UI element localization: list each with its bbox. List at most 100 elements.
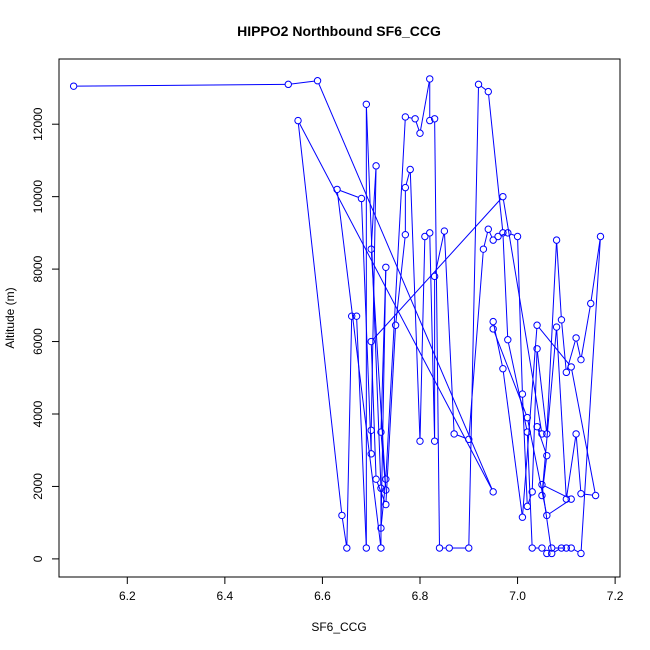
series-segment (546, 243, 557, 431)
series-segment (291, 80, 315, 85)
series-segment (409, 172, 421, 438)
data-point (391, 321, 400, 329)
data-point (577, 355, 585, 364)
series-segment (541, 330, 557, 493)
data-point (411, 115, 419, 123)
data-point (538, 544, 546, 552)
series-segment (429, 236, 436, 438)
data-point (333, 185, 341, 194)
series-segment (415, 121, 420, 131)
data-point (484, 225, 492, 233)
x-tick-label: 6.2 (119, 589, 136, 603)
series-layer (69, 75, 605, 558)
series-segment (370, 344, 377, 477)
data-point (445, 544, 453, 552)
data-point (362, 100, 371, 108)
series-segment (500, 233, 505, 236)
chart-title: HIPPO2 Northbound SF6_CCG (237, 23, 441, 39)
data-point (489, 236, 497, 244)
data-point (523, 502, 532, 511)
series-segment (507, 342, 528, 430)
series-segment (502, 371, 523, 515)
data-point (518, 390, 527, 398)
series-segment (341, 518, 347, 545)
series-segment (380, 482, 387, 525)
data-point (421, 232, 429, 241)
data-point (533, 345, 541, 353)
data-point (382, 263, 390, 271)
data-point (343, 544, 351, 552)
series-segment (517, 239, 523, 391)
x-tick-label: 6.6 (314, 589, 331, 603)
y-tick-label: 0 (31, 555, 45, 562)
data-point (538, 480, 546, 489)
y-tick-label: 4000 (31, 400, 45, 427)
data-point (552, 323, 561, 331)
data-point (338, 511, 346, 520)
series-segment (480, 85, 487, 91)
series-segment (468, 87, 479, 545)
series-segment (336, 192, 382, 545)
data-point (426, 75, 434, 83)
series-segment (420, 81, 430, 131)
data-point (294, 116, 302, 125)
series-segment (346, 319, 353, 545)
series-segment (556, 243, 562, 317)
y-axis-label: Altitude (m) (3, 287, 17, 348)
series-segment (581, 306, 591, 357)
y-tick-label: 10000 (31, 180, 45, 214)
series-segment (544, 485, 569, 499)
data-point (548, 549, 556, 558)
data-point (479, 245, 488, 253)
data-point (401, 183, 410, 192)
data-point (377, 524, 385, 532)
data-point (528, 544, 536, 552)
series-segment (590, 239, 601, 301)
series-segment (571, 369, 596, 493)
data-point (406, 165, 414, 174)
series-segment (561, 322, 567, 370)
data-point (533, 321, 541, 329)
data-point (499, 192, 507, 201)
series-segment (522, 328, 538, 515)
series-segment (527, 494, 532, 504)
series-segment (370, 169, 377, 428)
series-segment (318, 83, 493, 490)
series-segment (385, 328, 396, 502)
data-point (377, 428, 385, 436)
data-point (284, 80, 292, 89)
data-point (567, 544, 575, 552)
data-point (518, 513, 527, 521)
data-point (377, 544, 385, 552)
series-segment (483, 232, 489, 247)
data-point (69, 82, 78, 90)
series-segment (408, 117, 413, 119)
data-point (357, 194, 366, 203)
series-segment (536, 351, 547, 431)
series-segment (419, 239, 426, 438)
series-segment (361, 201, 372, 451)
data-point (426, 116, 434, 125)
series-segment (584, 493, 593, 496)
series-segment (580, 239, 601, 551)
series-segment (538, 327, 570, 365)
data-point (587, 299, 595, 308)
data-point (499, 229, 507, 237)
x-axis-label: SF6_CCG (311, 620, 366, 634)
y-tick-label: 6000 (31, 328, 45, 355)
data-point (465, 544, 473, 552)
series-segment (297, 123, 343, 513)
data-point (494, 232, 502, 241)
data-point (474, 80, 483, 89)
data-point (416, 437, 424, 445)
data-point (533, 422, 541, 431)
y-axis: 0 2000 4000 6000 8000 10000 12000 (31, 107, 60, 562)
data-point (567, 495, 575, 503)
data-point (367, 426, 375, 434)
data-point (430, 272, 439, 281)
series-segment (554, 549, 559, 553)
data-point (572, 334, 580, 342)
data-point (372, 162, 380, 170)
series-segment (385, 120, 406, 477)
data-point (367, 450, 375, 458)
